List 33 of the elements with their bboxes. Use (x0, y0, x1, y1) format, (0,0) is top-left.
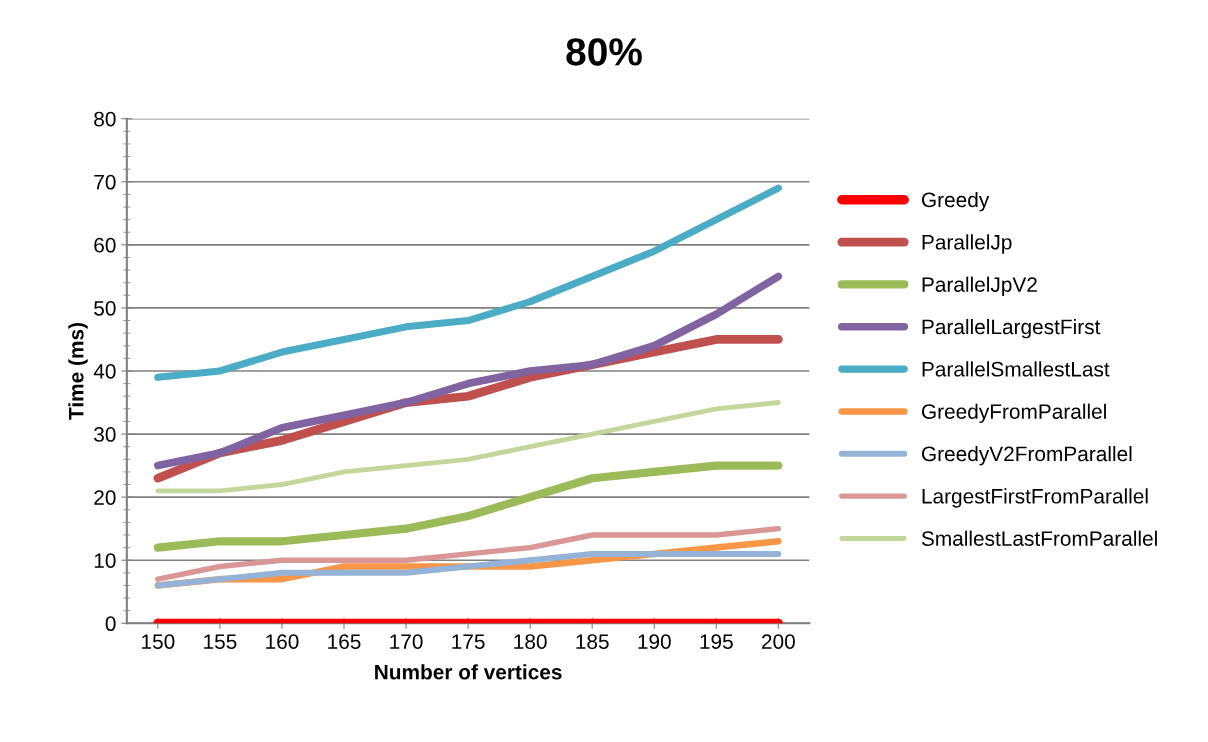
legend-label: ParallelJpV2 (922, 276, 1037, 297)
y-tick-label: 20 (94, 490, 116, 505)
y-tick-label: 70 (94, 174, 116, 190)
line-series (155, 400, 781, 494)
x-tick-label: 155 (204, 634, 237, 649)
x-tick-label: 200 (762, 634, 795, 649)
x-tick-label: 175 (452, 634, 485, 649)
x-tick-label: 190 (638, 634, 671, 649)
legend-label: Greedy (921, 191, 990, 212)
x-tick-label: 165 (328, 634, 361, 649)
y-tick-label: 60 (94, 237, 116, 253)
legend-label: ParallelLargestFirst (922, 318, 1101, 339)
legend-label: LargestFirstFromParallel (922, 488, 1148, 508)
y-tick-label: 30 (94, 427, 116, 442)
x-tick-label: 185 (576, 634, 609, 649)
chart-title: 80% (566, 38, 642, 66)
y-tick-label: 0 (105, 616, 116, 632)
y-axis-title: Time (ms) (68, 323, 88, 420)
x-axis-title: Number of vertices (375, 664, 562, 680)
x-tick-label: 160 (266, 634, 299, 649)
y-tick-label: 80 (94, 111, 116, 127)
x-tick-label: 180 (514, 634, 547, 649)
y-tick-label: 50 (94, 300, 116, 316)
legend-label: SmallestLastFromParallel (921, 530, 1157, 546)
y-tick-label: 40 (93, 364, 116, 379)
legend-label: ParallelJp (922, 234, 1012, 254)
legend-label: GreedyV2FromParallel (921, 445, 1132, 466)
x-tick-label: 195 (700, 634, 733, 649)
y-tick-label: 10 (94, 553, 116, 568)
legend-label: GreedyFromParallel (921, 403, 1106, 424)
x-tick-label: 150 (142, 634, 175, 649)
legend-label: ParallelSmallestLast (922, 361, 1110, 377)
x-tick-label: 170 (390, 634, 423, 649)
